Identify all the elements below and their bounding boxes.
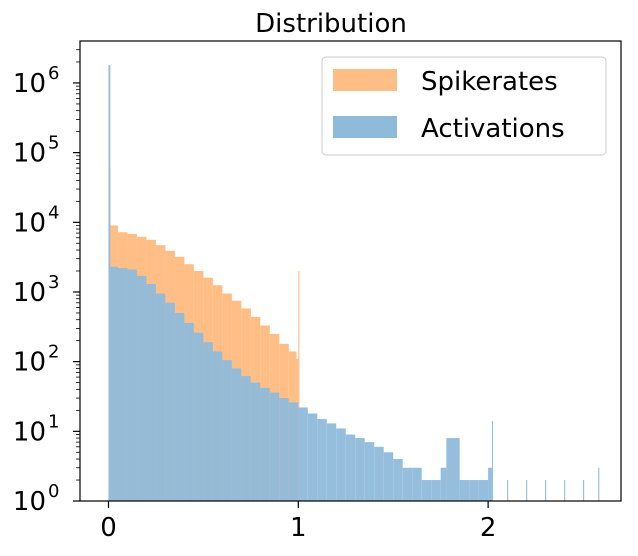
activations-bar: [155, 293, 166, 501]
legend: Spikerates Activations: [321, 56, 607, 156]
y-tick-label: 10: [13, 208, 46, 238]
y-tick-exponent: 1: [48, 411, 59, 432]
y-tick-label: 10: [13, 417, 46, 447]
activations-bar: [491, 421, 494, 501]
activations-bar: [108, 65, 111, 501]
activations-bar: [212, 351, 223, 501]
activations-bar: [383, 452, 394, 501]
activations-bar: [440, 467, 447, 501]
x-tick-label: 0: [100, 513, 117, 543]
activations-bar: [431, 480, 441, 501]
y-tick-exponent: 6: [48, 63, 59, 84]
activations-bar: [193, 332, 204, 501]
activations-bar: [459, 480, 470, 501]
activations-bar: [307, 413, 318, 501]
activations-bar: [326, 423, 337, 501]
activations-bar: [231, 368, 242, 501]
activations-bar: [117, 268, 128, 501]
activations-bar: [364, 442, 375, 501]
chart-title: Distribution: [255, 9, 407, 39]
activations-bar: [127, 269, 137, 501]
activations-bar: [469, 480, 479, 501]
activations-bar: [241, 376, 251, 501]
activations-bar: [421, 480, 432, 501]
activations-bar: [260, 387, 270, 501]
activations-bar: [446, 438, 460, 501]
activations-bar: [564, 480, 566, 501]
y-tick-exponent: 3: [48, 272, 59, 293]
activations-bar: [345, 434, 356, 501]
activations-bar: [412, 467, 422, 501]
activations-bar: [288, 402, 299, 501]
activations-bar: [393, 459, 403, 501]
activations-bar: [146, 284, 156, 501]
y-tick-label: 10: [13, 487, 46, 517]
x-tick-label: 2: [480, 513, 497, 543]
activations-bar: [526, 480, 528, 501]
activations-bar: [165, 302, 175, 501]
activations-bar: [336, 428, 346, 501]
activations-bar: [298, 407, 308, 501]
activations-bar: [545, 480, 547, 501]
legend-swatch-spikerates: [333, 69, 397, 91]
activations-bar: [184, 322, 194, 501]
activations-bar: [269, 392, 280, 501]
activations-bar: [110, 266, 118, 501]
x-axis: 0 1 2: [100, 501, 496, 543]
activations-bar: [507, 480, 509, 501]
activations-bar: [136, 275, 147, 501]
y-tick-exponent: 4: [48, 202, 59, 223]
legend-swatch-activations: [333, 116, 397, 138]
y-tick-exponent: 2: [48, 342, 59, 363]
y-tick-label: 10: [13, 69, 46, 99]
legend-label-spikerates: Spikerates: [421, 67, 558, 97]
activations-bar: [402, 467, 413, 501]
activations-bar: [279, 398, 289, 501]
activations-bar: [355, 438, 365, 501]
x-tick-label: 1: [290, 513, 307, 543]
activations-bar: [374, 446, 384, 501]
legend-label-activations: Activations: [421, 114, 565, 144]
y-tick-label: 10: [13, 139, 46, 169]
spikerates-bar: [298, 271, 300, 501]
activations-bar: [583, 480, 585, 501]
activations-bar: [222, 360, 232, 501]
activations-bar: [203, 342, 213, 501]
y-tick-exponent: 5: [48, 133, 59, 154]
y-tick-exponent: 0: [48, 481, 59, 502]
activations-bar: [488, 467, 492, 501]
activations-bar: [598, 467, 600, 501]
y-tick-label: 10: [13, 348, 46, 378]
activations-bar: [478, 480, 489, 501]
activations-bar: [174, 312, 185, 501]
activations-bars: [108, 65, 600, 501]
activations-bar: [317, 419, 327, 501]
y-tick-label: 10: [13, 278, 46, 308]
activations-bar: [250, 382, 261, 501]
